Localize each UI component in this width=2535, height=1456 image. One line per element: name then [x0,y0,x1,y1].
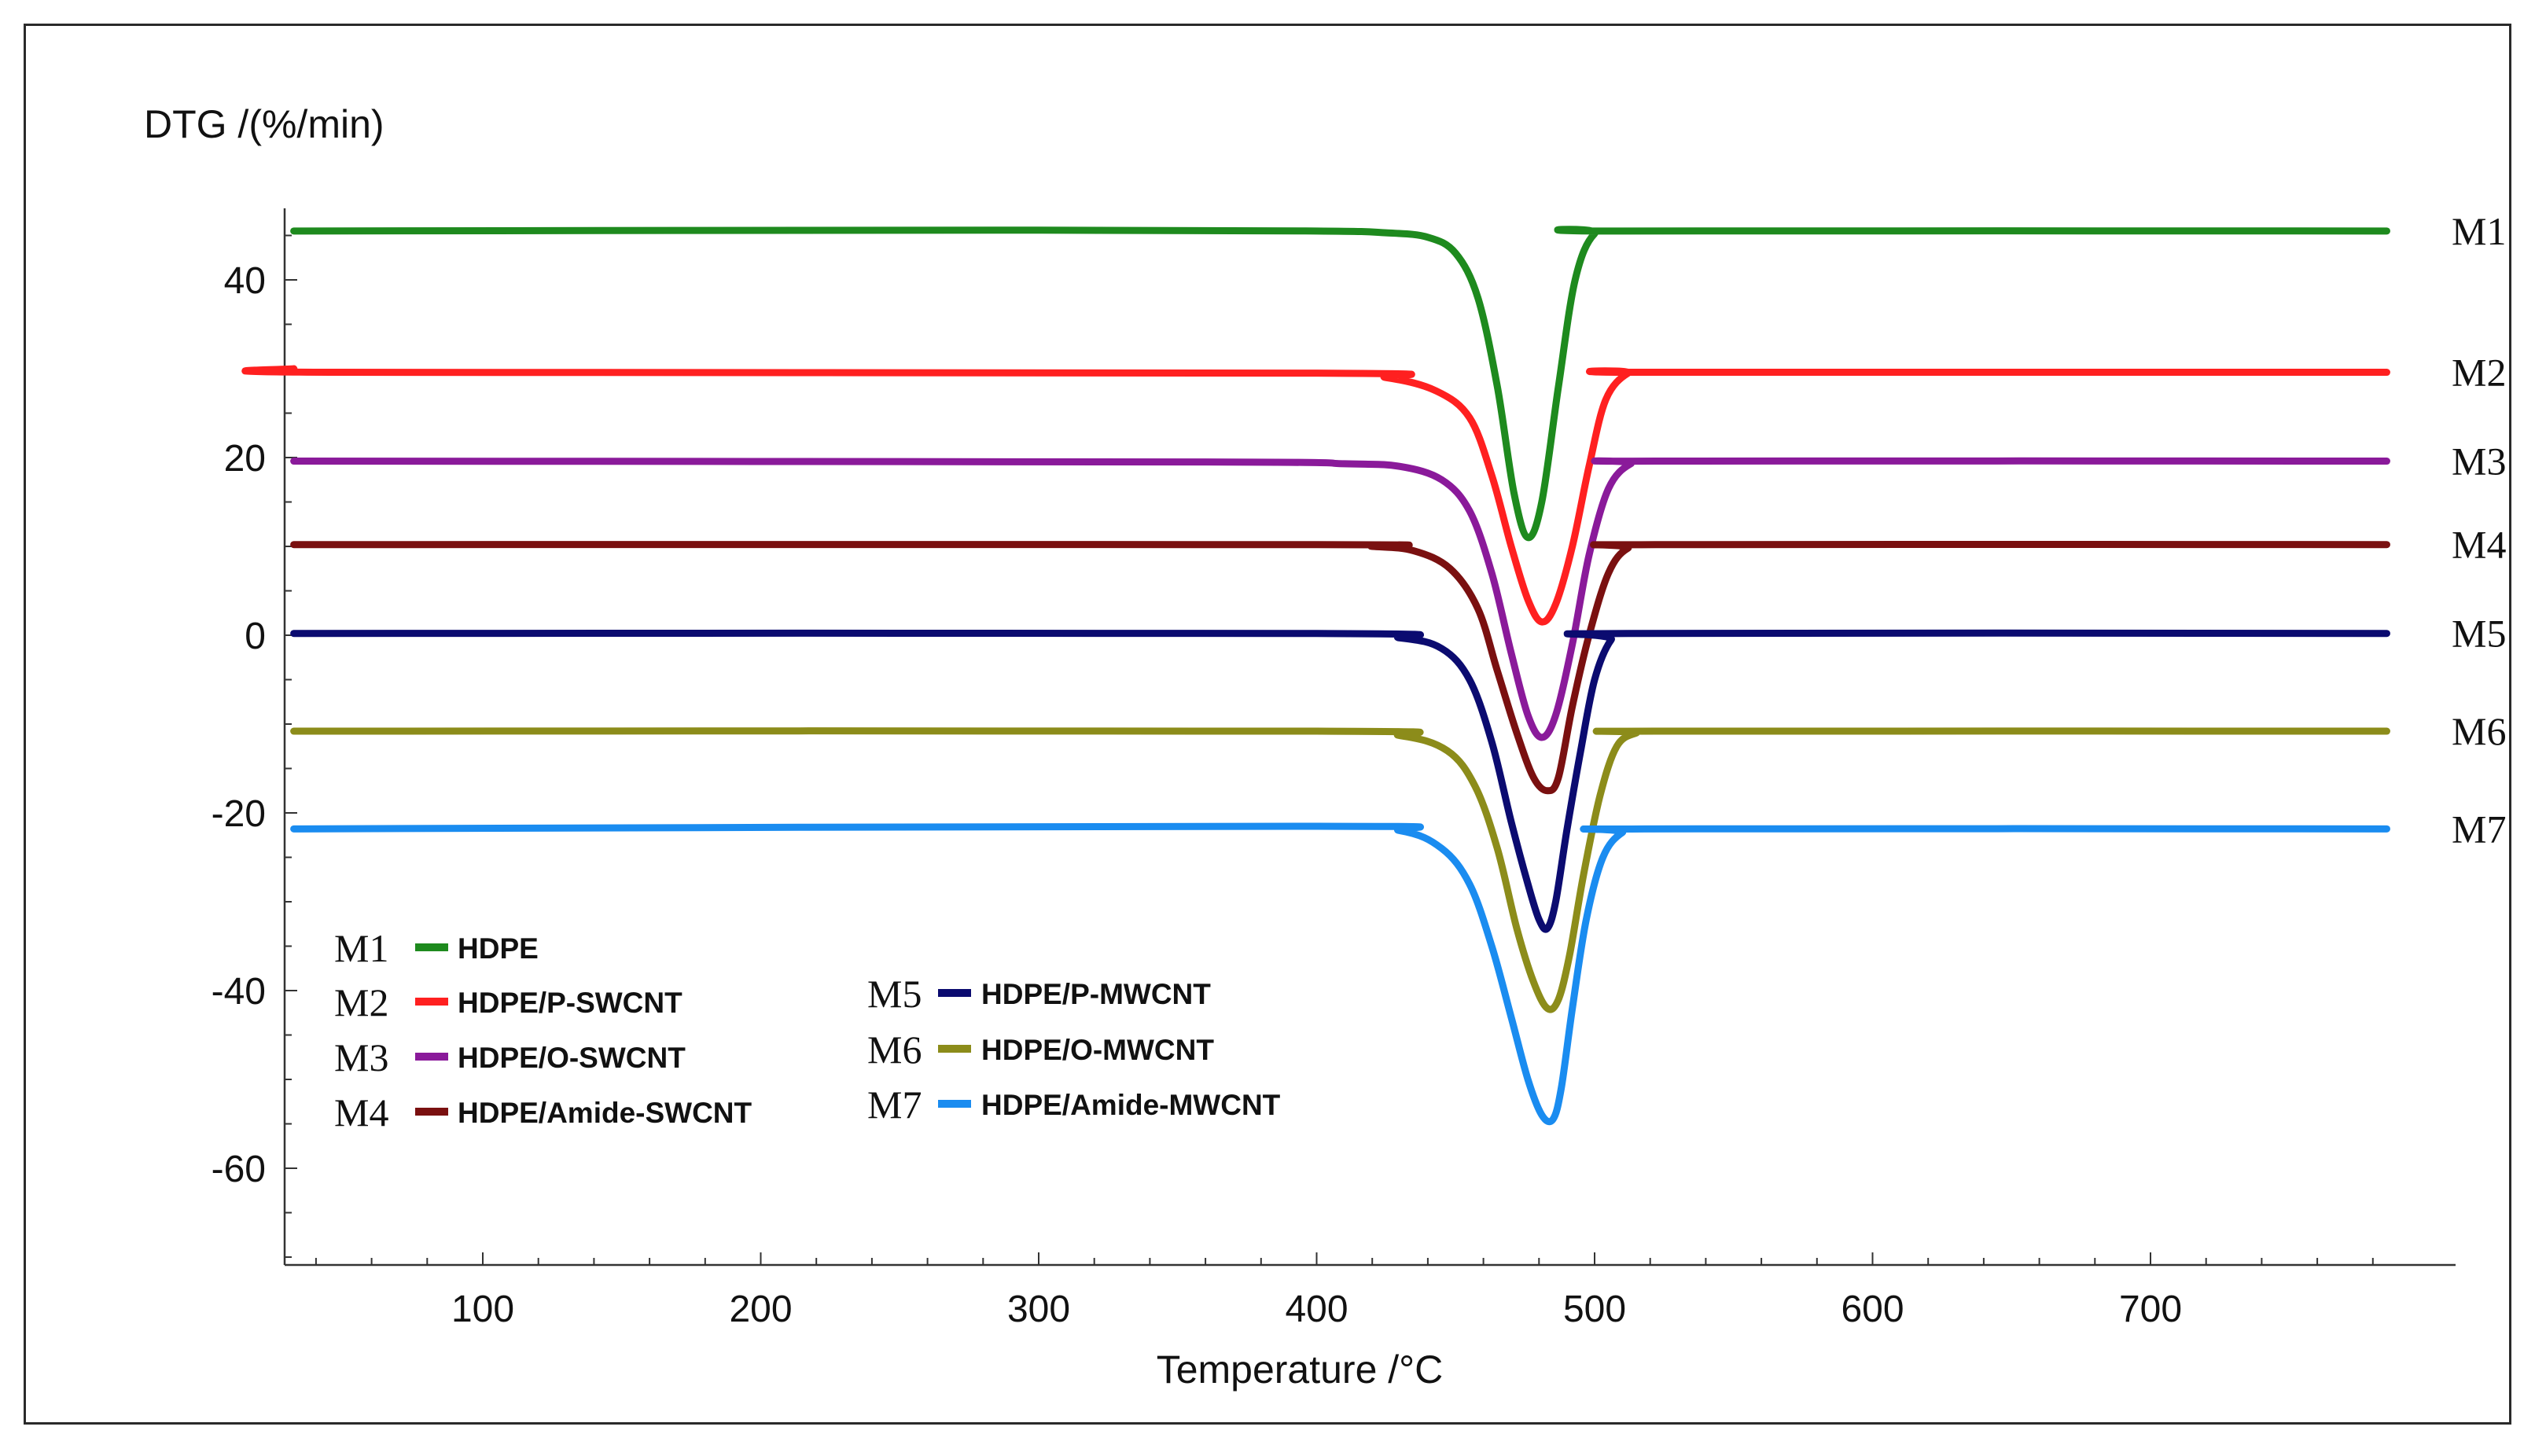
x-tick-label: 300 [1007,1289,1070,1330]
dtg-chart: 100 200 300 400 500 600 700 -60 -40 -20 0 20 40 M1 M2… [144,102,2506,1392]
legend-series-name: HDPE [458,932,539,965]
series-line-m2 [241,365,2390,626]
series-end-label-m1: M1 [2452,209,2506,253]
legend-entry-m1: M1 HDPE [334,926,539,970]
legend-entry-m5: M5 HDPE/P-MWCNT [867,972,1211,1016]
series-line-m5 [290,629,2390,933]
y-axis-label: DTG /(%/min) [144,102,384,146]
series-line-m6 [290,727,2390,1013]
legend-series-id: M5 [867,972,922,1016]
legend-series-id: M6 [867,1028,922,1072]
series-line-m4 [290,540,2390,795]
y-tick-label: -20 [212,793,266,835]
tick-labels: 100 200 300 400 500 600 700 -60 -40 -20 0 20 40 [212,260,2182,1330]
x-tick-label: 500 [1563,1289,1626,1330]
x-tick-label: 400 [1285,1289,1348,1330]
legend-series-id: M7 [867,1083,922,1127]
series-end-label-m6: M6 [2452,709,2506,753]
legend-series-name: HDPE/O-SWCNT [458,1042,686,1074]
legend-series-id: M1 [334,926,388,970]
legend-series-name: HDPE/P-MWCNT [981,978,1211,1010]
series-end-label-m7: M7 [2452,807,2506,851]
series-line-m7 [290,822,2390,1126]
y-tick-label: 20 [224,438,266,480]
series-end-label-m3: M3 [2452,439,2506,483]
series-line-m1 [290,226,2390,542]
x-axis-label: Temperature /°C [1157,1348,1444,1392]
x-tick-label: 600 [1841,1289,1904,1330]
y-tick-label: -60 [212,1149,266,1190]
legend-entry-m3: M3 HDPE/O-SWCNT [334,1035,686,1079]
x-tick-label: 700 [2119,1289,2182,1330]
legend-series-name: HDPE/Amide-MWCNT [981,1089,1281,1121]
series-line-m3 [290,457,2390,741]
series-end-label-m2: M2 [2452,351,2506,395]
axes [283,208,2456,1267]
legend-entry-m2: M2 HDPE/P-SWCNT [334,980,682,1024]
legend-series-name: HDPE/P-SWCNT [458,987,682,1019]
legend: M1 HDPE M2 HDPE/P-SWCNT M3 HDPE/O-SWCNT M4 HDPE… [334,926,1281,1134]
legend-series-id: M4 [334,1090,388,1134]
series-end-labels: M1 M2 M3 M4 M5 M6 M7 [2452,209,2506,851]
y-tick-label: 40 [224,260,266,302]
x-tick-label: 200 [729,1289,792,1330]
series-end-label-m5: M5 [2452,612,2506,656]
legend-entry-m7: M7 HDPE/Amide-MWCNT [867,1083,1281,1127]
legend-series-name: HDPE/O-MWCNT [981,1034,1214,1066]
legend-series-id: M2 [334,980,388,1024]
legend-entry-m4: M4 HDPE/Amide-SWCNT [334,1090,752,1134]
x-tick-label: 100 [451,1289,514,1330]
legend-entry-m6: M6 HDPE/O-MWCNT [867,1028,1214,1072]
y-tick-label: -40 [212,971,266,1013]
y-tick-label: 0 [245,616,266,657]
series-lines [241,226,2390,1126]
legend-series-name: HDPE/Amide-SWCNT [458,1097,752,1129]
series-end-label-m4: M4 [2452,523,2506,567]
legend-series-id: M3 [334,1035,388,1079]
figure-frame: 100 200 300 400 500 600 700 -60 -40 -20 0 20 40 M1 M2… [24,24,2511,1425]
